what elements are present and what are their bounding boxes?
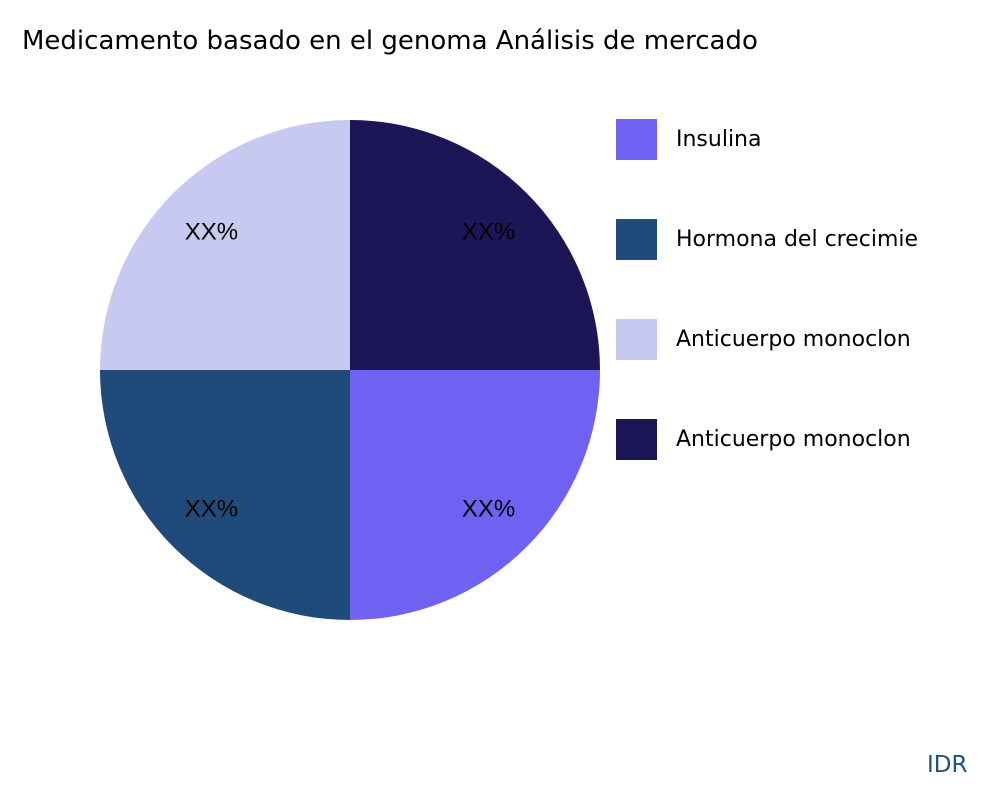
legend-label: Anticuerpo monoclon [676,427,911,452]
legend-item[interactable]: Insulina [616,119,762,160]
slice-data-label: XX% [185,218,238,245]
legend-swatch [616,319,657,360]
brand-logo-text: IDR [927,752,968,778]
slice-data-label: XX% [462,218,515,245]
slice-data-label: XX% [185,496,238,523]
legend-swatch [616,219,657,260]
legend-swatch [616,419,657,460]
legend-label: Hormona del crecimie [676,227,919,252]
pie-slice[interactable] [100,370,350,620]
pie-slice[interactable] [350,370,600,620]
pie-slice[interactable] [100,120,350,370]
legend-label: Insulina [676,127,762,152]
pie-slice[interactable] [350,120,600,370]
slice-data-label: XX% [462,496,515,523]
legend-swatch [616,119,657,160]
legend-item[interactable]: Hormona del crecimie [616,219,918,260]
legend-item[interactable]: Anticuerpo monoclon [616,319,911,360]
legend-item[interactable]: Anticuerpo monoclon [616,419,911,460]
legend-label: Anticuerpo monoclon [676,327,911,352]
chart-title: Medicamento basado en el genoma Análisis… [22,26,758,56]
